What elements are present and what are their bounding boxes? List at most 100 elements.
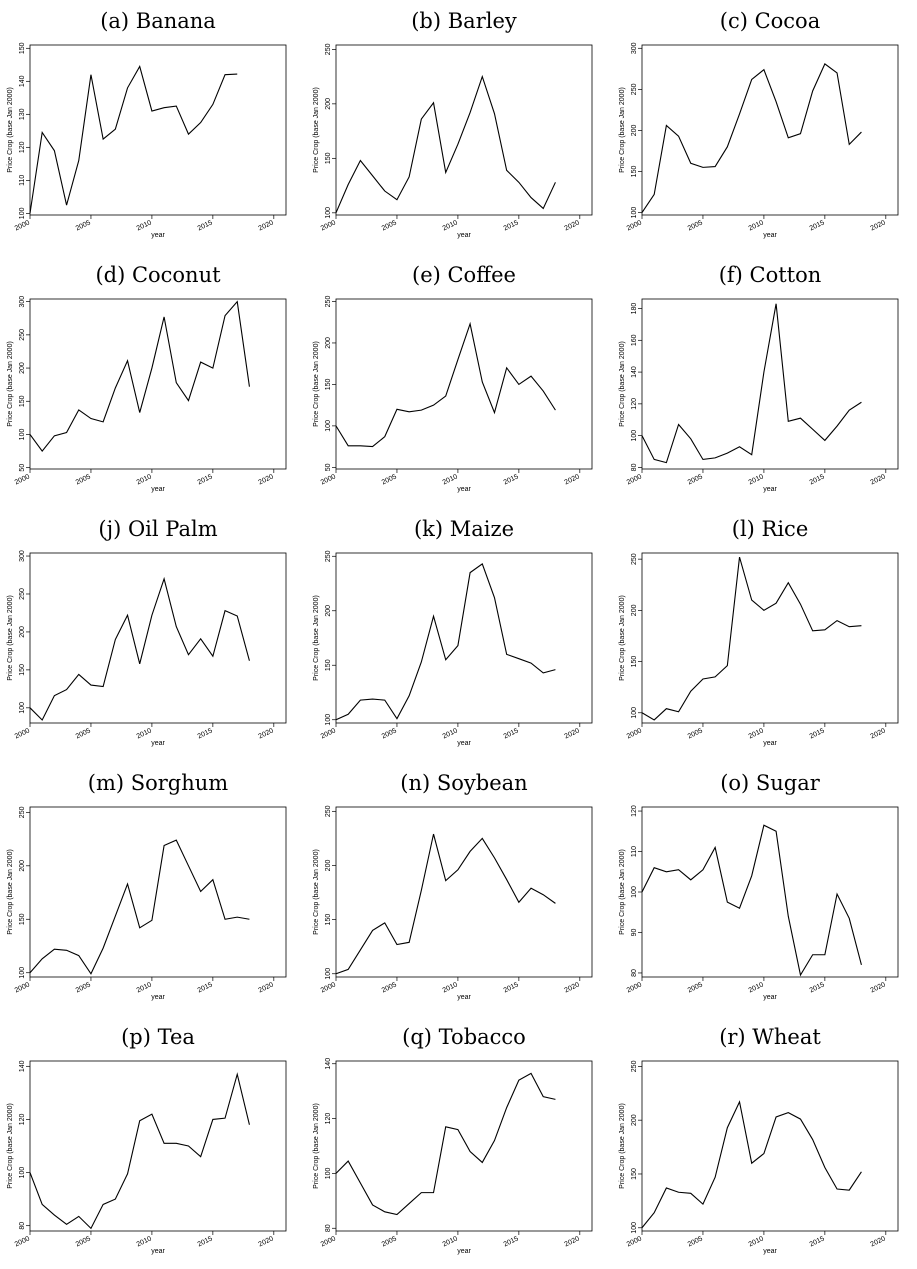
x-tick-label: 2000 [320,981,337,994]
y-tick-label: 100 [19,429,26,441]
y-axis-label: Price Crop (base Jan 2000) [7,87,14,173]
x-tick-label: 2020 [258,473,275,486]
y-tick-label: 250 [325,43,332,55]
x-axis-label: year [763,994,777,1001]
chart-title: (f) Cotton [719,263,822,287]
x-tick-label: 2020 [564,727,581,740]
series-line [335,563,556,721]
y-tick-label: 100 [19,702,26,714]
y-tick-label: 200 [631,1114,638,1126]
x-axis-label: year [457,486,471,493]
chart-title: (n) Soybean [400,771,527,795]
x-tick-label: 2000 [14,727,31,740]
y-tick-label: 150 [631,1168,638,1180]
y-axis-label: Price Crop (base Jan 2000) [619,849,626,935]
y-tick-label: 250 [631,553,638,565]
x-tick-label: 2005 [687,727,704,740]
series-line [641,556,862,721]
y-tick-label: 250 [325,805,332,817]
y-tick-label: 250 [631,83,638,95]
plot-frame [335,44,593,216]
y-axis-label: Price Crop (base Jan 2000) [619,87,626,173]
x-tick-label: 2010 [136,219,153,232]
x-tick-label: 2005 [687,473,704,486]
x-axis-label: year [763,486,777,493]
plot-frame [335,1060,593,1232]
x-tick-label: 2010 [136,1235,153,1248]
chart-title: (e) Coffee [412,263,516,287]
chart-title: (r) Wheat [719,1025,821,1049]
series-line [641,824,862,977]
x-tick-label: 2020 [258,1235,275,1248]
y-tick-label: 90 [631,928,638,936]
x-tick-label: 2010 [748,219,765,232]
x-tick-label: 2020 [870,981,887,994]
plot-frame [335,298,593,470]
x-axis-label: year [151,486,165,493]
x-tick-label: 2005 [381,981,398,994]
series-line [641,1100,862,1229]
y-tick-label: 110 [19,175,26,186]
y-tick-label: 50 [19,464,26,472]
y-tick-label: 140 [19,1060,26,1072]
x-tick-label: 2010 [442,219,459,232]
y-tick-label: 100 [325,207,332,219]
plot-frame [641,1060,899,1232]
x-tick-label: 2015 [503,727,520,740]
y-tick-label: 80 [325,1224,332,1232]
y-tick-label: 140 [19,75,26,87]
y-axis-label: Price Crop (base Jan 2000) [313,849,320,935]
y-tick-label: 250 [19,806,26,818]
x-tick-label: 2020 [564,219,581,232]
x-axis-label: year [763,232,777,239]
x-tick-label: 2005 [381,1235,398,1248]
chart-title: (m) Sorghum [88,771,229,795]
plot-frame [641,806,899,978]
y-tick-label: 200 [19,362,26,374]
series-line [641,63,862,213]
y-tick-label: 120 [19,1113,26,1125]
x-tick-label: 2005 [381,727,398,740]
series-line [335,1072,556,1216]
y-axis-label: Price Crop (base Jan 2000) [619,1103,626,1189]
y-tick-label: 200 [325,98,332,110]
x-tick-label: 2020 [870,219,887,232]
x-tick-label: 2015 [809,981,826,994]
plot-frame [29,552,287,724]
y-tick-label: 140 [325,1058,332,1070]
y-tick-label: 200 [19,860,26,872]
x-tick-label: 2015 [197,473,214,486]
y-tick-label: 150 [19,913,26,925]
x-tick-label: 2010 [442,473,459,486]
y-tick-label: 150 [19,42,26,54]
y-tick-label: 120 [325,1113,332,1125]
x-tick-label: 2000 [14,473,31,486]
y-tick-label: 120 [19,141,26,153]
x-tick-label: 2015 [503,219,520,232]
plot-frame [641,44,899,216]
chart-title: (p) Tea [121,1025,195,1049]
x-tick-label: 2010 [136,981,153,994]
y-tick-label: 120 [631,398,638,410]
y-tick-label: 150 [19,395,26,407]
y-tick-label: 100 [631,430,638,442]
x-tick-label: 2005 [75,1235,92,1248]
y-tick-label: 100 [19,967,26,979]
x-tick-label: 2015 [503,473,520,486]
x-tick-label: 2010 [748,981,765,994]
x-tick-label: 2015 [197,727,214,740]
x-tick-label: 2005 [75,727,92,740]
x-tick-label: 2000 [626,219,643,232]
y-tick-label: 80 [631,463,638,471]
x-axis-label: year [457,232,471,239]
y-tick-label: 100 [19,1167,26,1179]
y-tick-label: 200 [325,860,332,872]
plot-frame [335,552,593,724]
x-tick-label: 2000 [626,981,643,994]
y-axis-label: Price Crop (base Jan 2000) [619,341,626,427]
chart-title: (j) Oil Palm [98,517,217,541]
y-tick-label: 80 [631,969,638,977]
series-line [641,303,862,464]
y-tick-label: 130 [19,108,26,120]
